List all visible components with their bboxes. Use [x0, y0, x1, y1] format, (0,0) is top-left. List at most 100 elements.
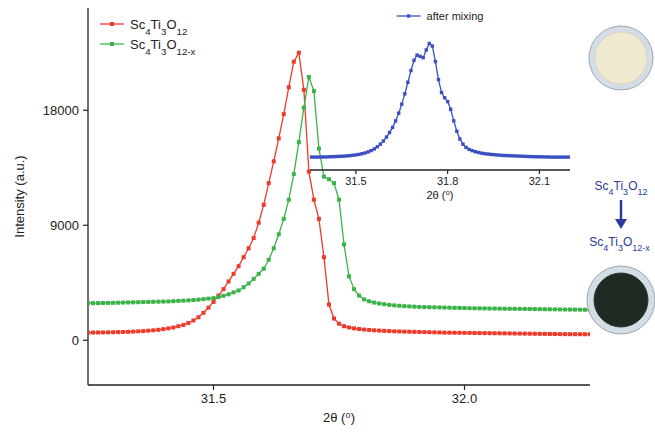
marker: [538, 307, 542, 311]
marker: [573, 332, 577, 336]
marker: [492, 153, 495, 156]
marker: [442, 306, 446, 310]
marker: [461, 142, 464, 145]
marker: [272, 246, 276, 250]
marker: [503, 307, 507, 311]
marker: [342, 324, 346, 328]
marker: [146, 300, 150, 304]
marker: [473, 306, 477, 310]
marker: [212, 300, 216, 304]
marker: [362, 297, 366, 301]
marker: [382, 329, 386, 333]
marker: [382, 302, 386, 306]
plot-area: [88, 51, 590, 337]
marker: [101, 330, 105, 334]
marker: [292, 60, 296, 64]
marker: [377, 301, 381, 305]
marker: [427, 330, 431, 334]
y-axis: [87, 8, 88, 385]
marker: [191, 318, 195, 322]
marker: [486, 152, 489, 155]
text-part: Ti: [614, 179, 624, 193]
x-axis-title: 2θ (⁰): [323, 410, 355, 425]
marker: [446, 100, 449, 103]
marker: [573, 308, 577, 312]
marker: [518, 332, 522, 336]
marker: [488, 331, 492, 335]
marker: [400, 102, 403, 105]
marker: [583, 308, 587, 312]
marker: [327, 302, 331, 306]
marker: [493, 331, 497, 335]
marker: [121, 330, 125, 334]
marker: [523, 307, 527, 311]
marker: [292, 172, 296, 176]
x-axis: [310, 169, 570, 170]
marker: [369, 149, 372, 152]
x-tick-label: 32.1: [529, 175, 550, 187]
marker: [457, 306, 461, 310]
marker: [161, 327, 165, 331]
legend-label: after mixing: [427, 10, 484, 22]
marker: [483, 152, 486, 155]
marker: [136, 329, 140, 333]
marker: [522, 155, 525, 158]
marker: [504, 154, 507, 157]
legend-label: Sc4Ti3O12-x: [130, 37, 196, 57]
marker: [463, 306, 467, 310]
marker: [457, 331, 461, 335]
marker: [247, 281, 251, 285]
legend: Sc4Ti3O12Sc4Ti3O12-x: [100, 17, 196, 57]
marker: [232, 272, 236, 276]
marker: [314, 155, 317, 158]
marker: [553, 307, 557, 311]
marker: [489, 153, 492, 156]
marker: [468, 331, 472, 335]
marker: [121, 301, 125, 305]
marker: [330, 155, 333, 158]
marker: [312, 89, 316, 93]
marker: [277, 232, 281, 236]
marker: [447, 331, 451, 335]
marker: [232, 290, 236, 294]
marker: [455, 130, 458, 133]
marker: [336, 155, 339, 158]
marker: [498, 307, 502, 311]
marker: [470, 149, 473, 152]
marker: [421, 56, 424, 59]
text-part: Sc: [130, 17, 146, 32]
text-part: after mixing: [427, 10, 484, 22]
marker: [562, 155, 565, 158]
marker: [88, 331, 90, 335]
marker: [513, 154, 516, 157]
arrow-shaft: [620, 200, 623, 222]
marker: [535, 155, 538, 158]
photo-panel: Sc4Ti3O12Sc4Ti3O12-x: [587, 26, 655, 334]
marker: [501, 154, 504, 157]
marker: [252, 236, 256, 240]
annotation: Sc4Ti3O12-x: [589, 235, 650, 253]
marker: [262, 267, 266, 271]
marker: [397, 112, 400, 115]
marker: [367, 328, 371, 332]
marker: [333, 155, 336, 158]
marker: [201, 297, 205, 301]
marker: [409, 69, 412, 72]
marker: [91, 331, 95, 335]
marker: [556, 155, 559, 158]
marker: [227, 279, 231, 283]
marker: [432, 330, 436, 334]
x-tick: [447, 170, 448, 174]
text-part: O: [628, 179, 637, 193]
marker: [498, 331, 502, 335]
marker: [237, 288, 241, 292]
marker: [332, 181, 336, 185]
marker: [447, 306, 451, 310]
marker: [541, 155, 544, 158]
marker: [282, 217, 286, 221]
marker: [156, 328, 160, 332]
marker: [321, 155, 324, 158]
marker: [385, 135, 388, 138]
white-powder: [595, 32, 647, 84]
marker: [458, 137, 461, 140]
